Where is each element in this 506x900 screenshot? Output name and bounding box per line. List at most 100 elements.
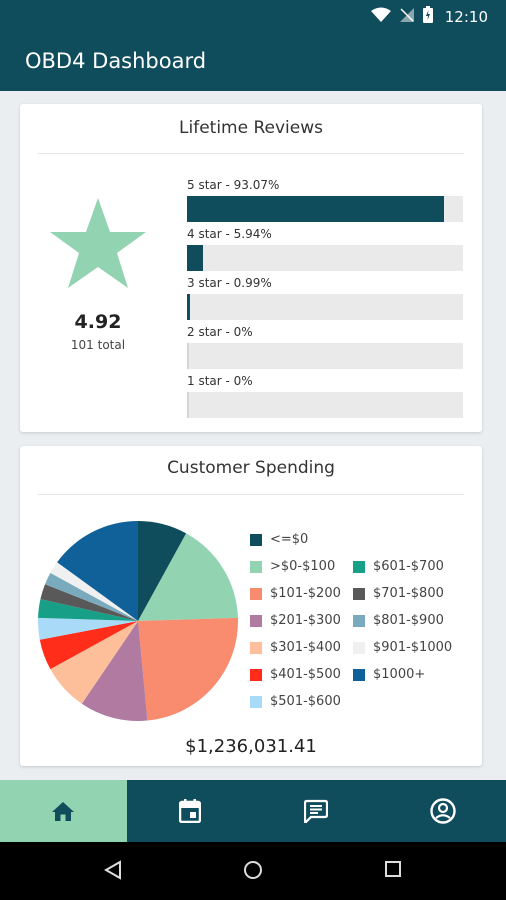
app-title: OBD4 Dashboard: [25, 49, 207, 73]
legend-label: $201-$300: [270, 613, 341, 628]
legend-swatch: [250, 614, 262, 627]
legend-label: $1000+: [373, 667, 426, 682]
total-reviews: 101 total: [70, 338, 126, 352]
legend-label: $101-$200: [270, 586, 341, 601]
legend-item: $201-$300: [250, 613, 341, 628]
pie-slice: [81, 621, 148, 721]
legend-item: $101-$200: [250, 586, 341, 601]
wifi-icon: [370, 7, 391, 27]
spending-pie-chart: [38, 521, 238, 721]
nav-messages[interactable]: [253, 780, 380, 842]
rating-track: [187, 392, 463, 418]
home-circle-icon[interactable]: [243, 860, 263, 880]
calendar-icon: [178, 799, 201, 823]
rating-label: 5 star - 93.07%: [187, 178, 280, 192]
legend-swatch: [250, 695, 262, 708]
no-signal-icon: [399, 7, 415, 27]
battery-icon: [422, 6, 433, 27]
pie-slice: [45, 572, 138, 621]
legend-item: $701-$800: [353, 586, 444, 601]
legend-label: $801-$900: [373, 613, 444, 628]
rating-label: 1 star - 0%: [187, 374, 253, 388]
bottom-nav: [0, 780, 506, 842]
pie-slice: [38, 617, 138, 640]
status-time: 12:10: [444, 7, 488, 26]
reviews-divider: [38, 153, 464, 154]
pie-slice: [138, 533, 238, 621]
legend-label: $901-$1000: [373, 640, 453, 655]
pie-slice: [38, 599, 138, 621]
legend-label: $701-$800: [373, 586, 444, 601]
legend-label: $401-$500: [270, 667, 341, 682]
legend-item: $401-$500: [250, 667, 341, 682]
legend-item: $601-$700: [353, 559, 444, 574]
rating-label: 4 star - 5.94%: [187, 227, 272, 241]
rating-row-4: 4 star - 5.94%: [187, 227, 463, 271]
rating-fill: [187, 294, 190, 320]
pie-slice: [50, 562, 138, 621]
spending-total: $1,236,031.41: [185, 736, 317, 757]
legend-label: $301-$400: [270, 640, 341, 655]
status-bar: 12:10: [0, 0, 506, 33]
legend-label: >$0-$100: [270, 559, 336, 574]
legend-swatch: [250, 560, 262, 573]
reviews-card: Lifetime Reviews 4.92 101 total 5 star -…: [20, 104, 482, 432]
average-rating: 4.92: [74, 311, 122, 333]
home-icon: [52, 802, 75, 821]
pie-slice: [138, 617, 238, 721]
rating-track: [187, 245, 463, 271]
pie-slice: [40, 584, 138, 621]
nav-calendar[interactable]: [127, 780, 254, 842]
rating-track: [187, 294, 463, 320]
legend-swatch: [250, 668, 262, 681]
recents-icon[interactable]: [384, 860, 402, 878]
legend-label: $501-$600: [270, 694, 341, 709]
legend-item: <=$0: [250, 532, 308, 547]
legend-item: $801-$900: [353, 613, 444, 628]
rating-track: [187, 343, 463, 369]
rating-row-2: 2 star - 0%: [187, 325, 463, 369]
legend-swatch: [250, 533, 262, 546]
legend-item: >$0-$100: [250, 559, 335, 574]
rating-track: [187, 196, 463, 222]
message-icon: [304, 799, 329, 823]
rating-label: 2 star - 0%: [187, 325, 253, 339]
account-icon: [430, 798, 456, 824]
spending-card: Customer Spending <=$0 >$0-$100 $101-$20…: [20, 446, 482, 766]
pie-slice: [39, 621, 139, 670]
app-bar: OBD4 Dashboard: [0, 33, 506, 91]
nav-home[interactable]: [0, 780, 127, 842]
rating-fill: [187, 196, 444, 222]
legend-swatch: [353, 641, 365, 654]
pie-slice: [57, 521, 139, 621]
legend-swatch: [250, 641, 262, 654]
spending-divider: [38, 494, 464, 495]
pie-slice: [50, 621, 138, 704]
legend-swatch: [250, 587, 262, 600]
rating-row-3: 3 star - 0.99%: [187, 276, 463, 320]
rating-row-5: 5 star - 93.07%: [187, 178, 463, 222]
legend-item: $501-$600: [250, 694, 341, 709]
reviews-title: Lifetime Reviews: [179, 118, 323, 138]
legend-item: $901-$1000: [353, 640, 452, 655]
legend-swatch: [353, 587, 365, 600]
rating-row-1: 1 star - 0%: [187, 374, 463, 418]
rating-fill: [187, 392, 189, 418]
nav-account[interactable]: [380, 780, 506, 842]
legend-swatch: [353, 614, 365, 627]
rating-label: 3 star - 0.99%: [187, 276, 272, 290]
rating-fill: [187, 343, 189, 369]
spending-title: Customer Spending: [167, 458, 335, 478]
legend-label: <=$0: [270, 532, 309, 547]
rating-fill: [187, 245, 204, 271]
legend-label: $601-$700: [373, 559, 444, 574]
legend-item: $301-$400: [250, 640, 341, 655]
system-nav-bar: [0, 842, 506, 900]
legend-swatch: [353, 560, 365, 573]
legend-swatch: [353, 668, 365, 681]
legend-item: $1000+: [353, 667, 425, 682]
status-icons: 12:10: [370, 6, 488, 27]
star-icon: [50, 198, 146, 288]
back-icon[interactable]: [103, 860, 123, 880]
pie-slice: [138, 521, 187, 621]
